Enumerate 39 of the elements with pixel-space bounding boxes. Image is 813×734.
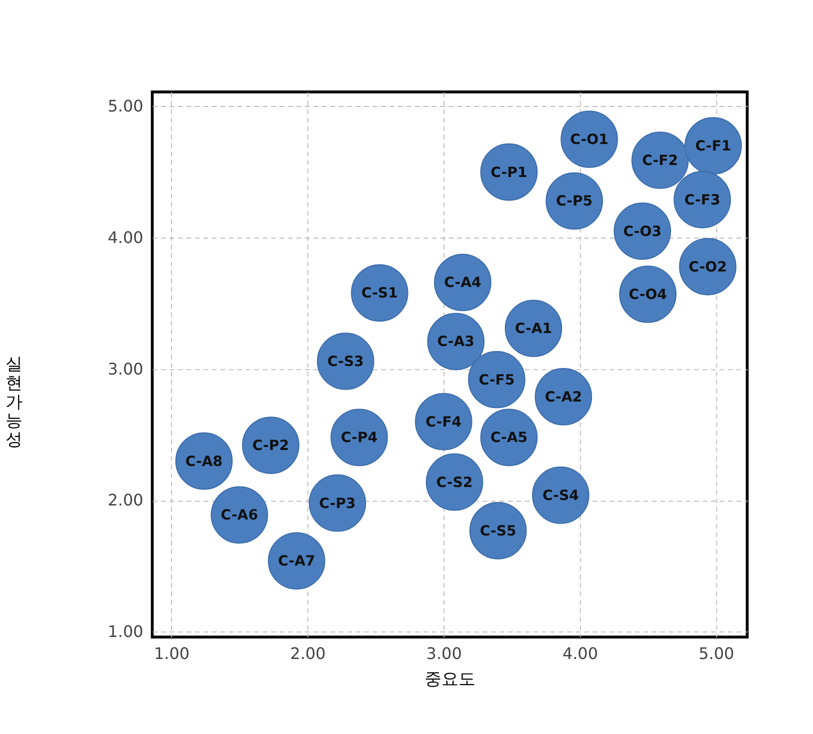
y-tick-label: 3.00 [108, 359, 144, 378]
y-tick-label: 2.00 [108, 490, 144, 510]
annotation: C-F1 [695, 138, 732, 155]
annotation: C-S1 [361, 286, 398, 302]
annotation: C-S2 [436, 474, 473, 491]
annotation: C-F3 [684, 192, 720, 208]
annotation: C-A6 [220, 508, 258, 524]
annotation: C-O3 [623, 224, 662, 240]
x-tick-label: 2.00 [290, 644, 326, 664]
annotation: C-A8 [185, 454, 223, 470]
y-tick-label: 1.00 [108, 622, 144, 641]
x-tick-label: 4.00 [562, 644, 598, 664]
annotation: C-P5 [556, 194, 593, 210]
annotation: C-F4 [426, 414, 462, 430]
y-tick-label: 5.00 [108, 96, 144, 116]
x-tick-label: 5.00 [698, 644, 734, 664]
x-axis-title: 중요도 [424, 668, 476, 689]
x-tick-label: 1.00 [154, 644, 190, 664]
annotation: C-S3 [327, 354, 364, 370]
annotation: C-P1 [490, 164, 528, 181]
annotation: C-A5 [490, 430, 528, 446]
annotation: C-A1 [514, 321, 552, 338]
annotation: C-A4 [444, 275, 482, 292]
annotation: C-P2 [252, 438, 290, 454]
annotation: C-P3 [319, 496, 356, 512]
annotation: C-A7 [278, 554, 316, 570]
annotation: C-A2 [544, 389, 582, 406]
annotation: C-P4 [340, 430, 378, 446]
annotation: C-O4 [628, 286, 668, 303]
y-tick-label: 4.00 [108, 228, 144, 247]
annotation: C-S5 [480, 523, 516, 540]
annotation: C-A3 [437, 334, 474, 350]
annotation: C-O2 [688, 259, 727, 276]
y-axis-title: 실현가능성 [5, 354, 22, 449]
annotation: C-F5 [478, 372, 515, 388]
annotation: C-O1 [570, 132, 608, 148]
annotation: C-S4 [542, 488, 580, 504]
x-tick-label: 3.00 [426, 644, 462, 664]
annotation: C-F2 [642, 152, 678, 169]
